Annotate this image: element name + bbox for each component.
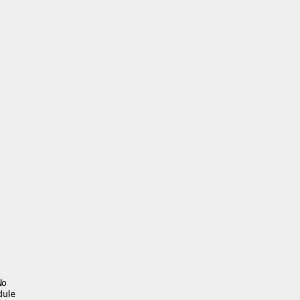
Text: No module named 'rdkit': No module named 'rdkit': [0, 279, 16, 300]
